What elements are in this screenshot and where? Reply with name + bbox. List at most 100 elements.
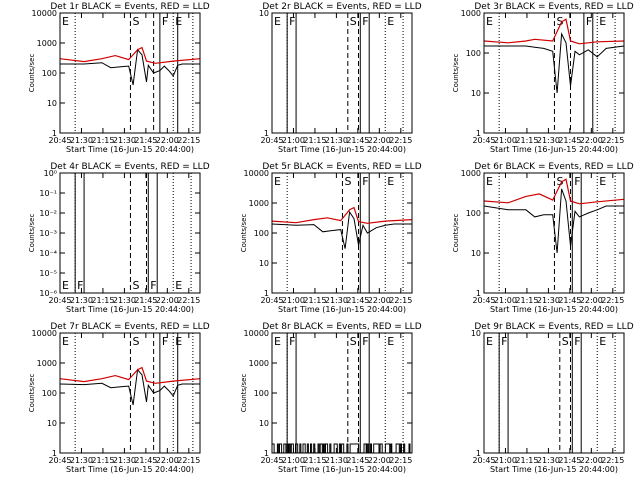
chart-title: Det 8r BLACK = Events, RED = LLD xyxy=(262,322,421,332)
region-label: E xyxy=(175,15,182,28)
series-line-events xyxy=(272,443,412,453)
region-label: E xyxy=(387,335,394,348)
y-tick-label: 100 xyxy=(466,49,481,58)
x-tick-label: 21:45 xyxy=(346,136,369,145)
y-tick-label: 100 xyxy=(466,209,481,218)
x-tick-label: 22:15 xyxy=(389,296,412,305)
region-label: E xyxy=(175,335,182,348)
x-tick-label: 20:45 xyxy=(472,456,495,465)
x-axis-label: Start Time (16-Jun-15 20:44:00) xyxy=(278,465,406,474)
y-tick-label: 10000 xyxy=(32,9,57,18)
x-tick-label: 21:45 xyxy=(134,136,157,145)
y-tick-label: 100 xyxy=(254,389,269,398)
x-tick-label: 20:45 xyxy=(48,296,71,305)
x-tick-label: 22:00 xyxy=(580,456,603,465)
y-tick-label: 10⁻² xyxy=(39,209,57,218)
region-label: F xyxy=(289,15,295,28)
region-label: E xyxy=(599,175,606,188)
x-tick-label: 22:00 xyxy=(580,136,603,145)
region-label: F xyxy=(362,175,368,188)
x-tick-label: 20:45 xyxy=(472,296,495,305)
y-tick-label: 1 xyxy=(476,449,481,458)
x-tick-label: 22:15 xyxy=(601,136,624,145)
chart-title: Det 1r BLACK = Events, RED = LLD xyxy=(50,2,209,12)
x-tick-label: 22:15 xyxy=(389,456,412,465)
y-tick-label: 10 xyxy=(259,9,269,18)
chart-panel-6: Det 6r BLACK = Events, RED = LLD E S F E 1 10 1… xyxy=(452,162,634,314)
region-label: F xyxy=(162,335,168,348)
x-tick-label: 21:30 xyxy=(113,456,136,465)
series-line-lld xyxy=(60,366,200,384)
series-line-events xyxy=(60,48,200,86)
x-tick-label: 21:00 xyxy=(282,136,305,145)
region-label: E xyxy=(62,15,69,28)
region-label: E xyxy=(274,175,281,188)
plot-frame xyxy=(271,332,413,454)
y-tick-label: 1000 xyxy=(461,9,481,18)
plot-frame xyxy=(483,172,625,294)
x-tick-label: 22:00 xyxy=(156,296,179,305)
region-label: F xyxy=(362,335,368,348)
x-tick-label: 21:00 xyxy=(494,456,517,465)
x-tick-label: 21:30 xyxy=(70,296,93,305)
chart-title: Det 9r BLACK = Events, RED = LLD xyxy=(474,322,633,332)
region-label: E xyxy=(486,335,493,348)
x-tick-label: 22:15 xyxy=(601,456,624,465)
x-tick-label: 21:00 xyxy=(494,296,517,305)
x-axis-label: Start Time (16-Jun-15 20:44:00) xyxy=(66,305,194,314)
region-label: F xyxy=(362,15,368,28)
region-label: F xyxy=(162,15,168,28)
region-label: F xyxy=(574,335,580,348)
x-tick-label: 21:30 xyxy=(537,456,560,465)
region-label: S xyxy=(556,175,563,188)
x-tick-label: 21:15 xyxy=(515,456,538,465)
x-tick-label: 21:30 xyxy=(113,136,136,145)
region-label: E xyxy=(486,175,493,188)
x-tick-label: 21:15 xyxy=(515,136,538,145)
y-tick-label: 1000 xyxy=(461,169,481,178)
x-tick-label: 22:15 xyxy=(177,136,200,145)
y-tick-label: 10 xyxy=(471,249,481,258)
x-axis-label: Start Time (16-Jun-15 20:44:00) xyxy=(278,145,406,154)
plot-frame xyxy=(271,12,413,134)
plot-frame xyxy=(483,12,625,134)
region-label: F xyxy=(586,15,592,28)
region-label: S xyxy=(344,175,351,188)
x-tick-label: 21:45 xyxy=(558,136,581,145)
region-label: F xyxy=(77,279,83,292)
y-tick-label: 10000 xyxy=(244,169,269,178)
y-tick-label: 1000 xyxy=(249,359,269,368)
y-tick-label: 10 xyxy=(471,329,481,338)
x-axis-label: Start Time (16-Jun-15 20:44:00) xyxy=(490,305,618,314)
series-line-events xyxy=(484,188,624,254)
region-label: S xyxy=(350,335,357,348)
region-label: E xyxy=(274,15,281,28)
region-label: E xyxy=(274,335,281,348)
y-tick-label: 100 xyxy=(42,69,57,78)
region-label: F xyxy=(289,335,295,348)
x-tick-label: 21:15 xyxy=(91,456,114,465)
x-tick-label: 20:45 xyxy=(48,456,71,465)
x-axis-label: Start Time (16-Jun-15 20:44:00) xyxy=(66,465,194,474)
x-tick-label: 22:00 xyxy=(156,136,179,145)
x-tick-label: 22:15 xyxy=(389,136,412,145)
series-line-lld xyxy=(484,178,624,205)
region-label: S xyxy=(132,15,139,28)
y-tick-label: 10 xyxy=(259,259,269,268)
y-tick-label: 10⁰ xyxy=(44,169,57,178)
x-tick-label: 21:30 xyxy=(325,456,348,465)
x-tick-label: 21:45 xyxy=(346,296,369,305)
y-tick-label: 10 xyxy=(47,99,57,108)
y-tick-label: 1000 xyxy=(249,199,269,208)
x-tick-label: 21:00 xyxy=(282,456,305,465)
region-label: S xyxy=(562,335,569,348)
